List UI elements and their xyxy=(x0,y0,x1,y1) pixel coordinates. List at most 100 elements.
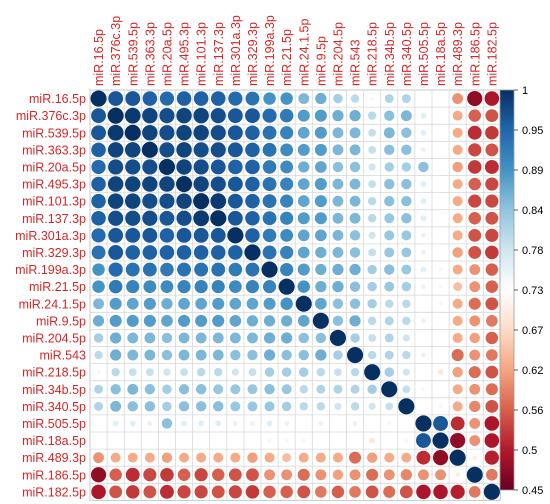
correlation-circle xyxy=(94,350,103,360)
correlation-circle xyxy=(401,178,412,190)
correlation-circle xyxy=(384,144,395,156)
correlation-circle xyxy=(365,485,379,499)
correlation-circle xyxy=(297,143,310,156)
correlation-circle xyxy=(484,450,499,465)
correlation-circle xyxy=(176,107,192,124)
correlation-circle xyxy=(108,91,124,106)
correlation-circle xyxy=(334,368,342,377)
correlation-circle xyxy=(280,126,294,140)
correlation-circle xyxy=(301,438,306,443)
correlation-circle xyxy=(297,315,310,327)
correlation-circle xyxy=(281,469,293,481)
correlation-circle xyxy=(91,245,106,260)
correlation-circle xyxy=(297,126,310,139)
correlation-circle xyxy=(125,245,141,260)
correlation-circle xyxy=(281,349,292,361)
correlation-circle xyxy=(263,297,276,310)
correlation-circle xyxy=(401,281,412,292)
correlation-circle xyxy=(421,284,426,290)
correlation-circle xyxy=(383,127,395,139)
correlation-circle xyxy=(111,367,120,377)
correlation-circle xyxy=(159,228,175,243)
correlation-circle xyxy=(200,439,203,442)
column-label: miR.204.5p xyxy=(331,22,345,86)
correlation-circle xyxy=(193,159,209,175)
correlation-circle xyxy=(182,439,186,442)
row-label: miR.505.5p xyxy=(22,417,86,431)
column-label: miR.24.1.5p xyxy=(297,19,311,86)
correlation-circle xyxy=(452,298,463,309)
correlation-circle xyxy=(384,247,395,258)
correlation-circle xyxy=(232,421,238,426)
correlation-circle xyxy=(264,401,275,412)
row-label: miR.182.5p xyxy=(22,485,86,499)
correlation-circle xyxy=(144,401,156,412)
correlation-circle xyxy=(195,384,207,395)
correlation-circle xyxy=(350,94,360,103)
colorbar-tick-label: 0.95 xyxy=(522,125,543,137)
colorbar: 1 0.95 0.89 0.84 0.78 0.73 0.67 0.62 0.56 0.5 0.45 xyxy=(499,85,543,497)
correlation-circle xyxy=(263,485,276,499)
correlation-circle xyxy=(108,210,124,226)
correlation-circle xyxy=(212,332,224,344)
correlation-circle xyxy=(485,280,499,293)
correlation-circle xyxy=(148,439,151,442)
correlation-circle xyxy=(158,158,175,175)
correlation-circle xyxy=(371,422,374,425)
correlation-circle xyxy=(284,421,290,426)
correlation-circle xyxy=(161,332,173,344)
correlation-circle xyxy=(228,159,243,175)
correlation-circle xyxy=(230,349,241,361)
correlation-circle xyxy=(125,485,140,499)
correlation-circle xyxy=(439,251,442,254)
correlation-circle xyxy=(485,383,498,396)
correlation-circle xyxy=(281,332,293,344)
correlation-circle xyxy=(368,231,376,239)
column-label: miR.539.5p xyxy=(126,22,140,86)
row-label: miR.218.5p xyxy=(22,366,86,380)
correlation-circle xyxy=(280,245,294,260)
correlation-circle xyxy=(368,248,377,257)
correlation-circle xyxy=(193,210,210,227)
row-label: miR.301a.3p xyxy=(15,229,86,243)
correlation-circle xyxy=(315,332,327,344)
correlation-circle xyxy=(484,433,500,448)
correlation-circle xyxy=(333,350,343,360)
correlation-circle xyxy=(421,232,426,238)
correlation-circle xyxy=(107,193,124,209)
column-label: miR.9.5p xyxy=(314,36,328,86)
correlation-circle xyxy=(314,178,327,191)
correlation-circle xyxy=(91,125,106,141)
correlation-circle xyxy=(401,213,412,224)
correlation-circle xyxy=(299,385,308,394)
correlation-circle xyxy=(163,368,171,376)
correlation-circle xyxy=(246,468,259,482)
correlation-circle xyxy=(178,401,190,412)
correlation-circle xyxy=(193,107,209,124)
row-label: miR.186.5p xyxy=(22,468,86,482)
correlation-circle xyxy=(450,484,465,499)
correlation-circle xyxy=(194,262,209,277)
correlation-circle xyxy=(160,484,174,499)
correlation-circle xyxy=(91,176,106,192)
correlation-circle xyxy=(125,210,141,226)
column-labels: miR.16.5p miR.376c.3p miR.539.5p miR.363.3p… xyxy=(92,15,499,86)
correlation-circle xyxy=(263,315,276,327)
colorbar-tick-label: 0.73 xyxy=(522,285,543,297)
correlation-circle xyxy=(367,384,377,394)
correlation-circle xyxy=(349,247,361,258)
correlation-circle xyxy=(176,159,192,175)
correlation-circle xyxy=(142,210,158,226)
correlation-circle xyxy=(245,262,260,277)
correlation-circle xyxy=(245,91,260,106)
correlation-circle xyxy=(422,302,425,305)
correlation-circle xyxy=(110,400,122,412)
correlation-circle xyxy=(315,263,327,276)
correlation-circle xyxy=(215,420,222,427)
correlation-circle xyxy=(314,195,327,208)
correlation-circle xyxy=(145,368,154,377)
correlation-circle xyxy=(91,108,106,124)
correlation-circle xyxy=(349,144,361,156)
correlation-circle xyxy=(97,422,100,425)
correlation-circle xyxy=(349,315,361,327)
